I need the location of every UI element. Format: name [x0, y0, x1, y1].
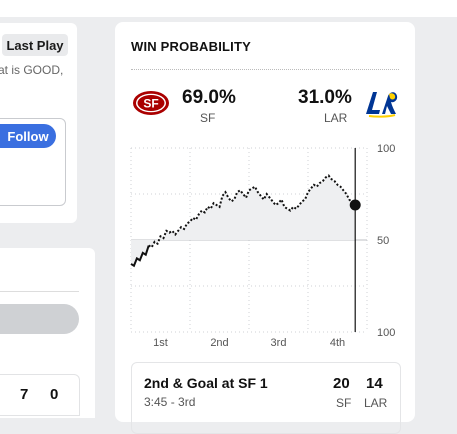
top-bar	[0, 0, 457, 17]
loading-pill	[0, 304, 79, 334]
x-axis-label: 2nd	[210, 337, 228, 349]
card-title: WIN PROBABILITY	[131, 39, 251, 54]
home-score-label: SF	[336, 396, 352, 410]
area-fill	[131, 175, 356, 266]
home-abbr: SF	[200, 111, 216, 125]
svg-text:SF: SF	[143, 97, 158, 111]
divider	[0, 291, 79, 292]
away-score: 14	[366, 375, 383, 392]
series-line-home	[148, 174, 356, 249]
follow-card	[0, 118, 66, 206]
current-play-card[interactable]: 2nd & Goal at SF 1 3:45 - 3rd 20 14 SF L…	[131, 362, 401, 434]
win-probability-chart: 100 50 100 1st 2nd 3rd 4th	[130, 143, 395, 349]
rams-logo-icon	[366, 92, 398, 118]
x-axis-label: 3rd	[271, 337, 287, 349]
x-axis-label: 4th	[330, 337, 345, 349]
49ers-logo-icon: SF	[133, 91, 169, 115]
current-point	[349, 199, 361, 211]
last-play-text: at is GOOD,	[0, 63, 64, 77]
y-axis-label: 50	[377, 235, 389, 247]
game-summary-panel: Last Play at is GOOD, Follow	[0, 23, 77, 223]
play-clock: 3:45 - 3rd	[144, 395, 196, 409]
score-cell: 7	[20, 386, 29, 403]
win-probability-card: WIN PROBABILITY SF 69.0% SF 31.0% LAR 10…	[115, 22, 415, 434]
score-row: 7 0	[0, 374, 80, 416]
home-win-pct: 69.0%	[182, 87, 236, 108]
divider	[131, 69, 399, 70]
y-axis-label: 100	[377, 327, 395, 339]
x-axis-label: 1st	[153, 337, 168, 349]
away-win-pct: 31.0%	[298, 87, 352, 108]
away-abbr: LAR	[324, 111, 348, 125]
follow-button[interactable]: Follow	[0, 124, 56, 148]
scoring-panel: 7 0	[0, 248, 95, 418]
y-axis-label: 100	[377, 143, 395, 155]
series-line-away	[130, 245, 150, 268]
away-score-label: LAR	[364, 396, 388, 410]
score-cell: 0	[50, 386, 59, 403]
down-distance: 2nd & Goal at SF 1	[144, 375, 268, 391]
last-play-tab[interactable]: Last Play	[2, 34, 68, 56]
home-score: 20	[333, 375, 350, 392]
